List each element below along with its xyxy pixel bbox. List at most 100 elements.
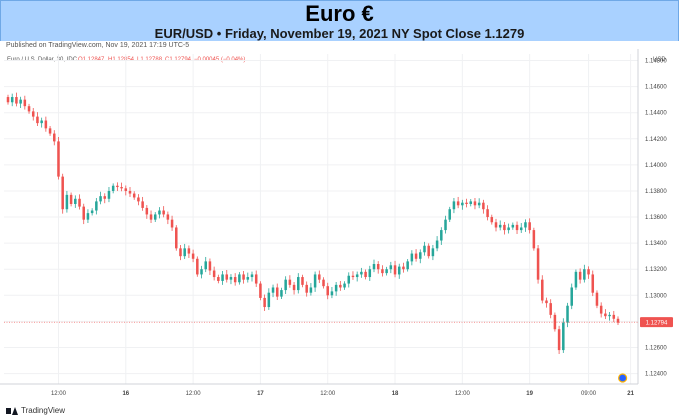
candle-body [423,245,426,253]
currency-label: USD [653,57,666,63]
candle-body [288,279,292,285]
x-tick-label: 17 [257,391,264,397]
candle-body [322,279,325,287]
candlestick-chart[interactable]: Euro / U.S. Dollar, 30, IDC O1.12847 H1.… [0,49,679,403]
candle-body [414,253,418,259]
y-tick-label: 1.14400 [645,111,667,117]
candle-body [229,277,233,280]
x-tick-label: 12:00 [186,391,202,397]
candle-body [511,224,515,228]
x-tick-label: 16 [122,391,129,397]
candle-body [427,245,430,257]
timeline-dot-icon [618,373,628,383]
candle-body [364,271,367,278]
ohlc-low: L1.12788 [137,57,163,63]
candle-body [545,300,548,304]
candle-body [519,227,523,231]
candle-body [221,274,224,281]
y-axis: 1.14800 1.14600 1.14400 1.14200 1.14000 1.138… [637,49,667,384]
published-note: Published on TradingView.com, Nov 19, 20… [6,42,190,49]
candle-body [23,99,27,107]
chart-area[interactable]: Euro / U.S. Dollar, 30, IDC O1.12847 H1.… [0,49,679,419]
candle-body [61,176,64,210]
x-tick-label: 21 [627,391,634,397]
candle-body [74,198,77,204]
candle-body [444,219,447,231]
candle-body [120,187,123,189]
candle-body [259,283,262,298]
candle-body [141,201,144,208]
candle-body [90,210,94,214]
candle-body [44,120,48,129]
candle-body [196,258,199,275]
candle-body [532,230,536,249]
candle-body [587,269,590,275]
candle-body [490,217,494,223]
last-price-label: 1.12794 [646,320,668,326]
candle-body [267,292,271,308]
candle-body [385,269,388,274]
candle-body [477,202,481,206]
candle-body [604,313,607,317]
candle-body [254,274,258,284]
ohlc-change: −0.00045 (−0.04%) [194,57,245,63]
page-title: Euro € [305,1,374,26]
candle-body [368,269,372,278]
candle-body [103,196,107,199]
candle-body [238,274,241,283]
candle-body [242,274,245,280]
x-tick-label: 12:00 [320,391,336,397]
y-tick-label: 1.13200 [645,267,667,273]
x-tick-label: 12:00 [51,391,67,397]
candle-body [217,277,220,281]
candle-body [578,271,582,280]
ohlc-close: C1.12794 [165,57,192,63]
candle-body [271,287,275,293]
candle-body [595,292,599,306]
candle-body [381,269,384,274]
candle-body [82,206,85,220]
y-tick-label: 1.14600 [645,85,667,91]
candle-body [486,209,489,218]
candle-body [145,207,149,215]
candle-body [355,274,359,278]
candle-body [208,261,212,271]
y-tick-label: 1.14800 [645,59,667,65]
candle-body [549,303,552,315]
candle-body [183,248,186,257]
candle-body [204,261,207,270]
candle-body [431,248,435,257]
x-axis: 12:00 16 12:00 17 12:00 18 12:00 19 09:00 21 [0,383,638,397]
candle-body [570,287,573,306]
candle-body [86,213,90,220]
candle-body [263,297,266,308]
candle-body [562,322,565,351]
candle-body [397,266,401,275]
candle-body [419,252,422,259]
candle-body [515,224,519,231]
page-subtitle: EUR/USD • Friday, November 19, 2021 NY S… [154,26,525,41]
candle-body [389,265,393,270]
candle-body [132,193,136,198]
candle-body [461,202,464,206]
candle-body [528,222,531,231]
candle-body [137,197,140,202]
candle-body [524,222,527,228]
candle-body [326,286,329,296]
candle-body [347,275,351,284]
candle-body [153,214,157,220]
candle-body [212,270,216,278]
y-tick-label: 1.12600 [645,345,667,351]
candle-body [498,224,502,228]
footer-brand: TradingView [21,406,66,415]
candle-body [456,201,460,206]
grid [4,54,638,384]
candle-body [612,314,616,319]
candle-body [78,198,81,207]
candle-body [166,214,170,220]
y-tick-label: 1.13400 [645,241,667,247]
candle-body [53,133,56,142]
candle-body [406,261,409,270]
candle-body [162,210,165,215]
candle-body [301,277,304,285]
